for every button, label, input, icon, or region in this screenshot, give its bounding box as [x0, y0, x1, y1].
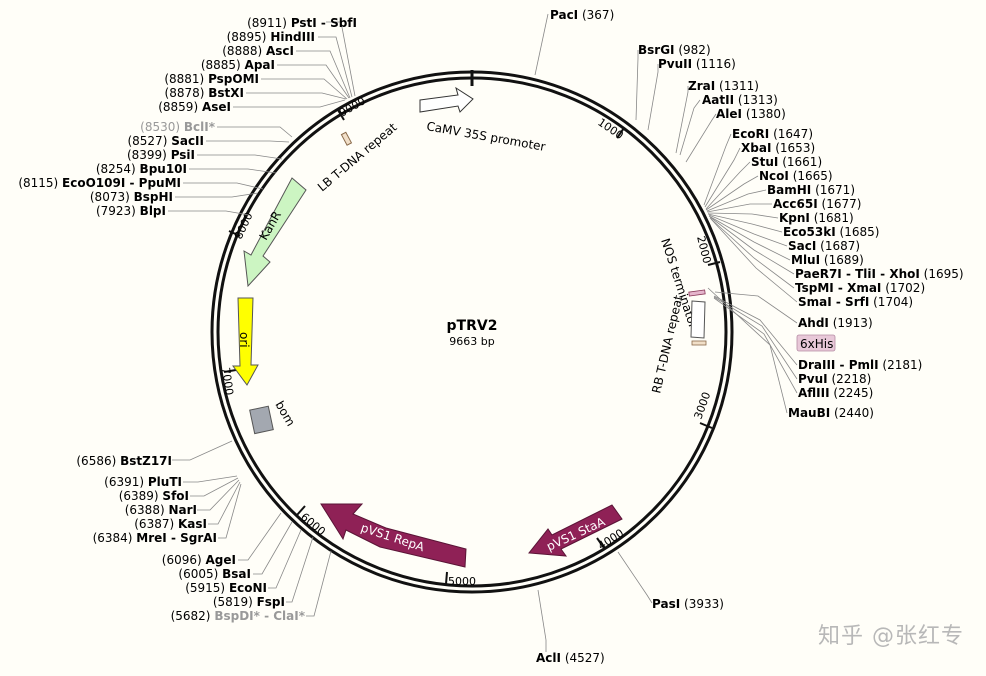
- site-paci: PacI (367): [550, 8, 614, 22]
- site-asci: (8888) AscI: [222, 44, 294, 58]
- site-smai: SmaI - SrfI (1704): [798, 295, 913, 309]
- pvs1-staa-arrow: [528, 504, 623, 557]
- watermark: 知乎 @张红专: [818, 624, 964, 649]
- site-maubi: MauBI (2440): [788, 406, 874, 420]
- site-paer7i: PaeR7I - TliI - XhoI (1695): [795, 267, 964, 281]
- site-bsrgi: BsrGI (982): [638, 43, 711, 57]
- site-xbai: XbaI (1653): [741, 141, 815, 155]
- site-bspdi: (5682) BspDI* - ClaI*: [171, 609, 306, 623]
- site-apai: (8885) ApaI: [201, 58, 275, 72]
- tick-marks: [223, 109, 721, 585]
- site-nari: (6388) NarI: [125, 503, 197, 517]
- site-saci: SacI (1687): [788, 239, 860, 253]
- lb-t-dna-repeat-label: LB T-DNA repeat: [315, 120, 400, 194]
- site-pluti: (6391) PluTI: [104, 475, 182, 489]
- site-mrei: (6384) MreI - SgrAI: [93, 531, 217, 545]
- tick-label-7000: 7000: [219, 367, 236, 397]
- site-psti: (8911) PstI - SbfI: [247, 16, 357, 30]
- site-bsphi: (8073) BspHI: [90, 190, 173, 204]
- rb-t-dna-repeat-label: RB T-DNA repeat: [649, 294, 685, 395]
- site-zrai: ZraI (1311): [688, 79, 759, 93]
- site-pvuii: PvuII (1116): [658, 57, 736, 71]
- leader-lines: [168, 13, 798, 652]
- site-eco53ki: Eco53kI (1685): [783, 225, 879, 239]
- site-bamhi: BamHI (1671): [767, 183, 855, 197]
- site-psii: (8399) PsiI: [127, 148, 195, 162]
- site-bpu10i: (8254) Bpu10I: [96, 162, 187, 176]
- site-acli: AclI (4527): [536, 651, 605, 665]
- site-bstxi: (8878) BstXI: [165, 86, 244, 100]
- site-ecoo109i: (8115) EcoO109I - PpuMI: [18, 176, 181, 190]
- his-tag-label: 6xHis: [800, 337, 833, 351]
- site-sfoi: (6389) SfoI: [119, 489, 189, 503]
- his-tag-marker: [691, 340, 707, 346]
- site-pvui: PvuI (2218): [798, 372, 871, 386]
- bom-marker: [249, 405, 274, 435]
- tick-label-2000: 2000: [694, 235, 713, 265]
- site-alei: AleI (1380): [716, 107, 786, 121]
- site-kasi: (6387) KasI: [134, 517, 207, 531]
- tick-label-5000: 5000: [448, 575, 476, 588]
- ori-label: ori: [237, 332, 251, 348]
- site-blpi: (7923) BlpI: [96, 204, 166, 218]
- site-asei: (8859) AseI: [158, 100, 231, 114]
- camv-35s-promoter-arrow: [419, 86, 474, 113]
- site-kpni: KpnI (1681): [779, 211, 854, 225]
- site-agei: (6096) AgeI: [162, 553, 236, 567]
- site-fspi: (5819) FspI: [213, 595, 285, 609]
- site-ncoi: NcoI (1665): [759, 169, 833, 183]
- site-sacii: (8527) SacII: [127, 134, 204, 148]
- kanr-arrow: [243, 177, 307, 288]
- nos-terminator-marker: [688, 289, 706, 297]
- site-draiii: DraIII - PmlI (2181): [798, 358, 922, 372]
- his-tag-badge: [796, 334, 836, 352]
- site-hindiii: (8895) HindIII: [227, 30, 315, 44]
- tick-label-6000: 6000: [298, 510, 328, 538]
- site-econi: (5915) EcoNI: [185, 581, 267, 595]
- rb-t-dna-repeat-bracket: [690, 300, 706, 339]
- site-pspomi: (8881) PspOMI: [164, 72, 259, 86]
- site-acc65i: Acc65I (1677): [773, 197, 861, 211]
- ori-arrow: [232, 297, 259, 386]
- site-bcli: (8530) BclI*: [140, 120, 216, 134]
- bom-label: bom: [272, 399, 297, 429]
- site-afliii: AflIII (2245): [798, 386, 873, 400]
- site-mlui: MluI (1689): [791, 253, 864, 267]
- site-ahdi: AhdI (1913): [798, 316, 873, 330]
- site-bstz17i: (6586) BstZ17I: [76, 454, 172, 468]
- lb-t-dna-repeat-marker: [340, 131, 353, 146]
- camv-35s-promoter-label: CaMV 35S promoter: [425, 119, 546, 154]
- site-pasi: PasI (3933): [652, 597, 724, 611]
- pvs1-repa-arrow: [320, 503, 467, 568]
- site-stui: StuI (1661): [751, 155, 822, 169]
- plasmid-size: 9663 bp: [449, 335, 494, 348]
- site-bsai: (6005) BsaI: [178, 567, 251, 581]
- plasmid-name: pTRV2: [447, 318, 498, 334]
- site-tspmi: TspMI - XmaI (1702): [795, 281, 925, 295]
- site-ecori: EcoRI (1647): [732, 127, 813, 141]
- site-aatii: AatII (1313): [702, 93, 778, 107]
